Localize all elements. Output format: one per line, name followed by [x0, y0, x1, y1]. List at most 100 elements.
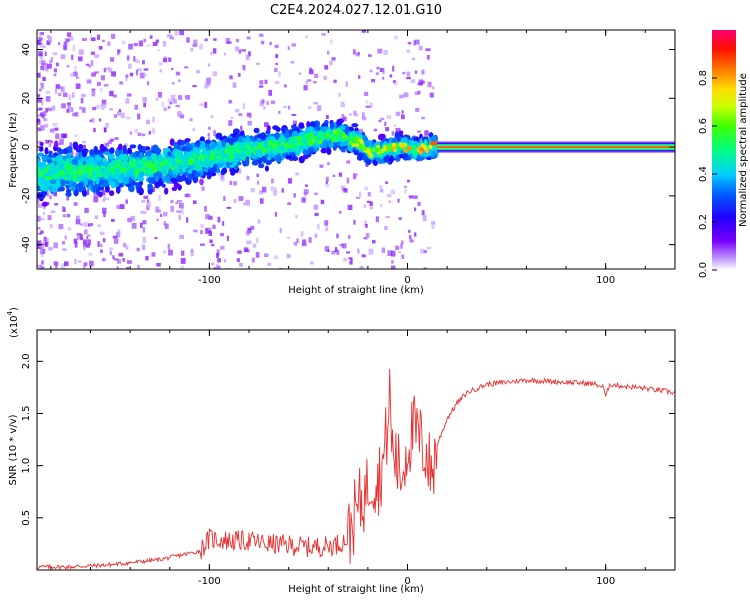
- heatmap-cell: [307, 146, 314, 152]
- heatmap-core: [203, 158, 209, 163]
- svg-text:(x104): (x104): [6, 307, 20, 338]
- heatmap-cell: [174, 30, 179, 36]
- heatmap-cell: [89, 119, 93, 123]
- heatmap-cell: [402, 153, 409, 161]
- heatmap-cell: [343, 257, 347, 262]
- heatmap-cell: [39, 42, 43, 45]
- heatmap-cell: [87, 239, 91, 246]
- heatmap-cell: [267, 262, 271, 266]
- heatmap-cell: [83, 265, 86, 269]
- heatmap-cell: [275, 154, 283, 163]
- heatmap-cell: [103, 194, 106, 200]
- heatmap-cell: [203, 167, 209, 173]
- heatmap-cell: [266, 101, 269, 105]
- heatmap-cell: [329, 142, 335, 147]
- heatmap-cell: [237, 161, 242, 166]
- heatmap-cell: [143, 38, 147, 43]
- heatmap-cell: [146, 201, 152, 205]
- heatmap-cell: [196, 69, 200, 74]
- heatmap-cell: [349, 261, 353, 265]
- heatmap-cell: [122, 144, 127, 153]
- colorbar-tick-label: 0.0: [698, 262, 709, 278]
- heatmap-cell: [122, 176, 130, 185]
- heatmap-cell: [39, 53, 44, 60]
- heatmap-cell: [129, 184, 135, 193]
- heatmap-cell: [125, 74, 129, 78]
- heatmap-cell: [401, 240, 404, 245]
- heatmap-cell: [414, 91, 420, 95]
- heatmap-cell: [124, 161, 130, 169]
- heatmap-cell: [431, 86, 435, 90]
- heatmap-core: [48, 169, 54, 174]
- heatmap-core: [303, 140, 308, 146]
- heatmap-cell: [392, 80, 396, 83]
- heatmap-cell: [414, 232, 417, 237]
- heatmap-cell: [96, 149, 102, 155]
- heatmap-cell: [194, 162, 202, 170]
- heatmap-cell: [304, 81, 309, 85]
- heatmap-cell: [301, 197, 306, 203]
- heatmap-core: [164, 164, 170, 169]
- heatmap-core: [91, 164, 96, 169]
- heatmap-cell: [389, 155, 394, 163]
- heatmap-cell: [355, 173, 358, 177]
- heatmap-cell: [213, 130, 216, 136]
- heatmap-cell: [395, 245, 400, 251]
- heatmap-core: [63, 169, 69, 174]
- heatmap-cell: [372, 240, 376, 244]
- heatmap-cell: [76, 233, 82, 236]
- spectrogram-ytick-label: -20: [21, 188, 32, 204]
- heatmap-cell: [293, 241, 298, 246]
- heatmap-cell: [238, 113, 243, 116]
- heatmap-cell: [62, 248, 67, 251]
- heatmap-cell: [37, 113, 40, 118]
- heatmap-cell: [94, 54, 100, 58]
- heatmap-cell: [413, 40, 416, 46]
- heatmap-cell: [393, 82, 398, 86]
- heatmap-cell: [259, 80, 264, 85]
- spectrogram-xtick-label: 0: [404, 275, 410, 286]
- heatmap-cell: [114, 137, 119, 140]
- heatmap-cell: [272, 125, 279, 131]
- heatmap-cell: [55, 84, 61, 89]
- heatmap-cell: [233, 199, 237, 203]
- heatmap-cell: [91, 90, 96, 97]
- heatmap-cell: [90, 37, 96, 42]
- heatmap-cell: [193, 229, 198, 233]
- heatmap-cell: [152, 144, 159, 152]
- heatmap-cell: [66, 196, 70, 201]
- heatmap-core: [420, 143, 426, 148]
- heatmap-cell: [80, 97, 84, 104]
- heatmap-core: [95, 165, 100, 170]
- heatmap-cell: [340, 125, 346, 131]
- heatmap-core: [246, 145, 251, 150]
- heatmap-cell: [55, 62, 59, 67]
- heatmap-core: [158, 167, 163, 172]
- heatmap-cell: [345, 81, 348, 88]
- heatmap-cell: [181, 146, 188, 152]
- heatmap-cell: [293, 193, 296, 198]
- heatmap-cell: [217, 216, 221, 223]
- heatmap-cell: [250, 187, 255, 193]
- heatmap-cell: [192, 200, 197, 204]
- heatmap-cell: [101, 99, 107, 106]
- figure-title: C2E4.2024.027.12.01.G10: [270, 3, 442, 18]
- heatmap-cell: [168, 249, 173, 256]
- heatmap-core: [375, 147, 381, 153]
- heatmap-cell: [37, 72, 41, 78]
- heatmap-cell: [245, 54, 250, 61]
- heatmap-cell: [217, 258, 221, 263]
- heatmap-core: [74, 167, 79, 172]
- heatmap-cell: [54, 70, 57, 76]
- heatmap-core: [55, 174, 60, 179]
- heatmap-cell: [190, 47, 194, 52]
- heatmap-cell: [126, 266, 129, 269]
- heatmap-cell: [339, 142, 346, 147]
- heatmap-cell: [37, 215, 41, 222]
- heatmap-cell: [204, 139, 211, 144]
- heatmap-cell: [281, 188, 285, 193]
- heatmap-cell: [220, 176, 225, 182]
- heatmap-cell: [83, 262, 88, 267]
- snr-multiplier-close: ): [9, 307, 20, 311]
- heatmap-cell: [255, 252, 260, 258]
